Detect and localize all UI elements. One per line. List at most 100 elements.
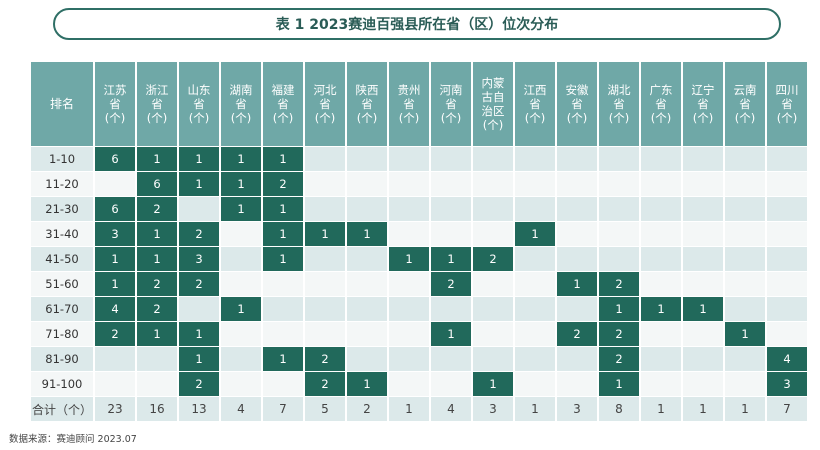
header-line: 湖南	[229, 83, 253, 97]
header-line: (个)	[356, 111, 378, 125]
header-line: (个)	[188, 111, 210, 125]
count-cell: 3	[95, 222, 135, 246]
header-province: 江苏省 (个)	[95, 62, 135, 146]
count-cell	[347, 247, 387, 271]
count-cell: 2	[263, 172, 303, 196]
header-line: 山东	[187, 83, 211, 97]
header-line: (个)	[146, 111, 168, 125]
count-cell	[641, 197, 681, 221]
header-line: 省	[781, 97, 793, 111]
count-cell	[221, 347, 261, 371]
count-cell	[95, 172, 135, 196]
header-province: 贵州省 (个)	[389, 62, 429, 146]
header-province: 内蒙 古自 治区 (个)	[473, 62, 513, 146]
count-cell	[179, 297, 219, 321]
count-cell: 1	[305, 222, 345, 246]
header-province: 山东省 (个)	[179, 62, 219, 146]
count-cell	[683, 222, 723, 246]
count-cell	[725, 222, 765, 246]
table-row: 91-100 2 2 1 1 1 3	[31, 372, 807, 396]
count-cell	[221, 272, 261, 296]
count-cell	[557, 247, 597, 271]
rank-cell: 91-100	[31, 372, 93, 396]
count-cell	[389, 197, 429, 221]
total-cell: 3	[473, 397, 513, 421]
table-row: 11-20 6 1 1 2	[31, 172, 807, 196]
rank-cell: 1-10	[31, 147, 93, 171]
count-cell: 2	[179, 372, 219, 396]
header-province: 浙江省 (个)	[137, 62, 177, 146]
header-rank: 排名	[31, 62, 93, 146]
count-cell	[473, 197, 513, 221]
count-cell	[347, 172, 387, 196]
header-line: 内蒙	[481, 76, 505, 90]
count-cell	[263, 322, 303, 346]
count-cell	[389, 147, 429, 171]
header-line: 河南	[439, 83, 463, 97]
count-cell	[347, 272, 387, 296]
header-line: 陕西	[355, 83, 379, 97]
count-cell	[431, 297, 471, 321]
count-cell	[389, 172, 429, 196]
count-cell: 2	[137, 197, 177, 221]
count-cell	[767, 322, 807, 346]
header-line: (个)	[440, 111, 462, 125]
count-cell: 1	[263, 222, 303, 246]
count-cell: 2	[137, 297, 177, 321]
header-province: 安徽省 (个)	[557, 62, 597, 146]
header-line: 治区	[481, 104, 505, 118]
count-cell: 1	[515, 222, 555, 246]
header-line: 省	[403, 97, 415, 111]
header-line: 安徽	[565, 83, 589, 97]
count-cell	[599, 222, 639, 246]
table-title-box: 表 1 2023赛迪百强县所在省（区）位次分布	[53, 8, 781, 40]
count-cell: 4	[95, 297, 135, 321]
count-cell: 6	[95, 197, 135, 221]
table-row: 51-60 1 2 2 2 1 2	[31, 272, 807, 296]
header-line: (个)	[314, 111, 336, 125]
count-cell: 6	[137, 172, 177, 196]
header-line: (个)	[524, 111, 546, 125]
count-cell	[389, 322, 429, 346]
count-cell	[473, 322, 513, 346]
total-cell: 23	[95, 397, 135, 421]
count-cell	[515, 247, 555, 271]
total-cell: 16	[137, 397, 177, 421]
count-cell: 2	[305, 372, 345, 396]
count-cell: 1	[263, 197, 303, 221]
count-cell: 1	[221, 197, 261, 221]
count-cell	[557, 197, 597, 221]
header-line: 省	[361, 97, 373, 111]
count-cell: 1	[683, 297, 723, 321]
count-cell	[599, 147, 639, 171]
count-cell	[641, 172, 681, 196]
count-cell	[347, 147, 387, 171]
count-cell	[389, 347, 429, 371]
count-cell	[515, 347, 555, 371]
count-cell	[221, 247, 261, 271]
count-cell	[515, 297, 555, 321]
count-cell: 1	[263, 247, 303, 271]
header-province: 陕西省 (个)	[347, 62, 387, 146]
count-cell	[641, 347, 681, 371]
header-line: (个)	[566, 111, 588, 125]
count-cell	[767, 297, 807, 321]
header-row: 排名 江苏省 (个) 浙江省 (个) 山东省 (个) 湖南省 (个) 福建省 (个) 河北省 (个) 陕…	[31, 62, 807, 146]
count-cell: 2	[473, 247, 513, 271]
rank-cell: 合计（个）	[31, 397, 93, 421]
count-cell: 1	[431, 322, 471, 346]
total-row: 合计（个） 23 16 13 4 7 5 2 1 4 3 1 3 8 1 1 1 7	[31, 397, 807, 421]
count-cell: 1	[641, 297, 681, 321]
header-line: 河北	[313, 83, 337, 97]
count-cell: 1	[137, 322, 177, 346]
count-cell	[515, 197, 555, 221]
count-cell: 1	[179, 172, 219, 196]
header-line: 省	[193, 97, 205, 111]
table-row: 21-30 6 2 1 1	[31, 197, 807, 221]
header-line: 福建	[271, 83, 295, 97]
count-cell	[389, 372, 429, 396]
count-cell	[515, 147, 555, 171]
header-line: 省	[277, 97, 289, 111]
count-cell	[305, 147, 345, 171]
count-cell	[767, 222, 807, 246]
